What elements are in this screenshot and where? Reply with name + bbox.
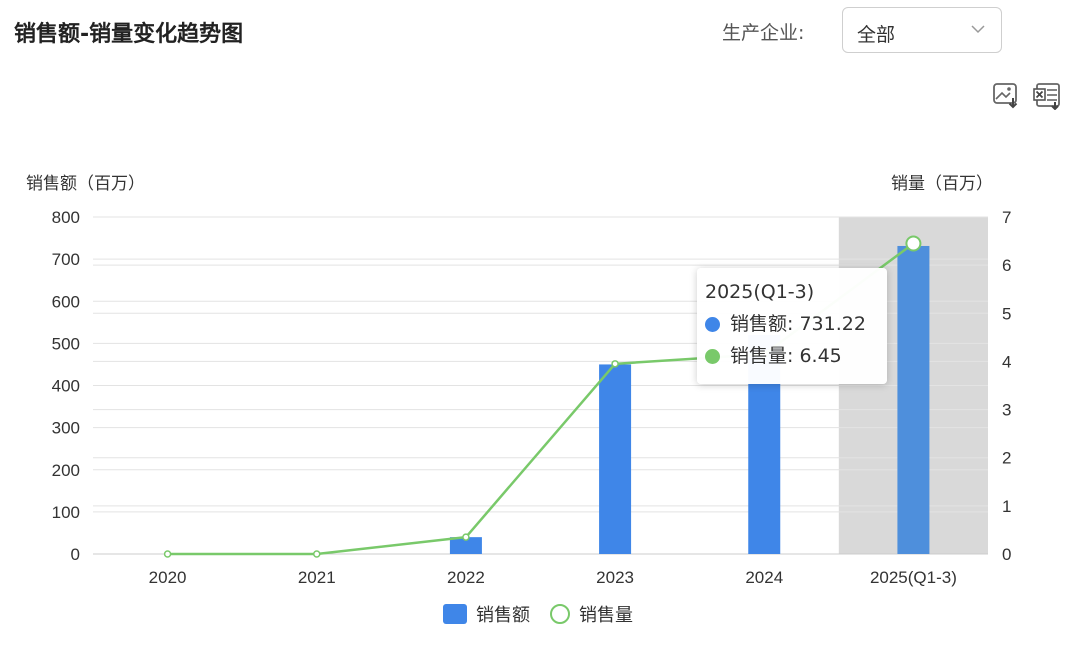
download-image-icon[interactable] xyxy=(991,80,1021,110)
y-right-tick-label: 1 xyxy=(1002,497,1011,516)
x-tick-label: 2021 xyxy=(298,568,336,587)
y-tick-label: 300 xyxy=(52,419,80,438)
y-tick-label: 700 xyxy=(52,250,80,269)
y-tick-label: 0 xyxy=(71,545,80,564)
x-tick-label: 2024 xyxy=(745,568,783,587)
manufacturer-filter-label: 生产企业: xyxy=(722,22,805,44)
tooltip-sales-volume-text: 销售量: 6.45 xyxy=(730,345,842,367)
tooltip-row-sales-volume: 销售量: 6.45 xyxy=(705,344,887,368)
chart-title: 销售额-销量变化趋势图 xyxy=(14,22,244,47)
y-right-tick-label: 7 xyxy=(1002,208,1011,227)
x-tick-label: 2020 xyxy=(149,568,187,587)
line-point xyxy=(611,360,619,368)
y-axis-title: 销售额（百万） xyxy=(26,174,145,193)
y-right-tick-label: 6 xyxy=(1002,256,1011,275)
y-tick-label: 100 xyxy=(52,503,80,522)
legend-swatch-line xyxy=(550,604,570,624)
bar xyxy=(449,537,482,554)
line-point xyxy=(905,235,922,252)
y-tick-label: 500 xyxy=(52,334,80,353)
y-tick-label: 600 xyxy=(52,292,80,311)
line-point xyxy=(462,533,470,541)
y-tick-label: 400 xyxy=(52,377,80,396)
export-excel-icon[interactable] xyxy=(1033,80,1063,110)
legend-label: 销售量 xyxy=(579,605,633,625)
line-point xyxy=(163,550,172,558)
y-tick-label: 200 xyxy=(52,461,80,480)
y-right-tick-label: 3 xyxy=(1002,401,1011,420)
y-right-tick-label: 2 xyxy=(1002,449,1011,468)
chart-tooltip: 2025(Q1-3) 销售额: 731.22 销售量: 6.45 xyxy=(697,268,887,384)
tooltip-sales-amount-dot xyxy=(705,316,720,332)
y-right-tick-label: 5 xyxy=(1002,304,1011,323)
line-point xyxy=(313,550,321,558)
manufacturer-select-value: 全部 xyxy=(857,24,896,46)
tooltip-sales-volume-dot xyxy=(705,348,720,364)
bar xyxy=(897,245,930,554)
chevron-down-icon xyxy=(971,25,985,34)
legend-label: 销售额 xyxy=(476,605,530,625)
tooltip-title: 2025(Q1-3) xyxy=(705,281,815,303)
tooltip-sales-amount-text: 销售额: 731.22 xyxy=(730,313,866,335)
y-right-axis-title: 销量（百万） xyxy=(891,174,993,193)
x-tick-label: 2023 xyxy=(596,568,634,587)
manufacturer-select[interactable]: 全部 xyxy=(842,7,1002,53)
bar xyxy=(599,364,632,554)
x-tick-label: 2025(Q1-3) xyxy=(870,568,957,587)
y-tick-label: 800 xyxy=(52,208,80,227)
tooltip-row-sales-amount: 销售额: 731.22 xyxy=(705,312,887,336)
legend-swatch-bar xyxy=(443,604,467,624)
x-tick-label: 2022 xyxy=(447,568,485,587)
y-right-tick-label: 0 xyxy=(1002,545,1011,564)
y-right-tick-label: 4 xyxy=(1002,352,1011,371)
